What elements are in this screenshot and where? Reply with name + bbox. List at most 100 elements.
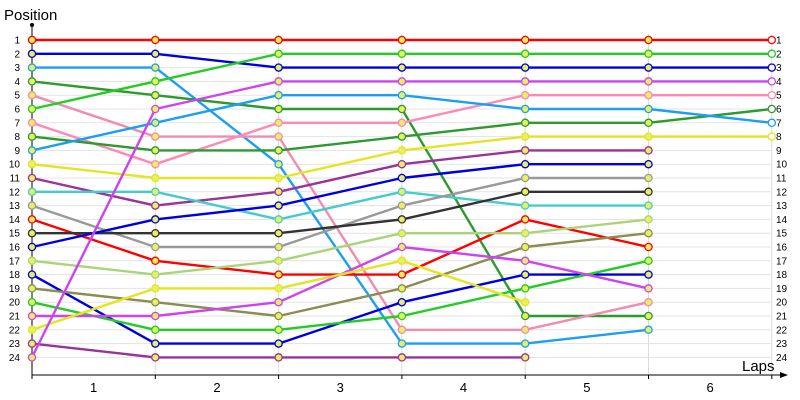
data-point bbox=[274, 228, 283, 238]
data-point bbox=[520, 49, 530, 59]
data-point bbox=[151, 90, 160, 100]
y-tick-label-right: 13 bbox=[776, 201, 788, 212]
data-point bbox=[520, 201, 530, 210]
data-point bbox=[151, 63, 160, 72]
y-tick-label-right: 1 bbox=[776, 36, 782, 47]
x-tick-label: 1 bbox=[90, 380, 97, 395]
data-point bbox=[767, 35, 777, 45]
y-tick-label-left: 9 bbox=[14, 146, 20, 157]
data-point bbox=[520, 256, 530, 266]
data-point bbox=[27, 90, 37, 100]
data-point bbox=[397, 284, 407, 293]
data-point bbox=[27, 63, 37, 72]
y-tick-label-left: 6 bbox=[14, 105, 20, 116]
data-point bbox=[274, 284, 283, 293]
y-axis-arrow-icon bbox=[30, 23, 34, 27]
data-point bbox=[274, 270, 283, 279]
data-point bbox=[27, 201, 37, 210]
data-point bbox=[27, 173, 37, 183]
data-point bbox=[274, 63, 283, 72]
data-point bbox=[151, 297, 160, 307]
data-point bbox=[767, 118, 777, 128]
data-point bbox=[644, 242, 653, 252]
x-tick-label: 2 bbox=[213, 380, 220, 395]
data-point bbox=[397, 173, 407, 183]
data-point bbox=[151, 146, 160, 155]
data-point bbox=[151, 159, 160, 169]
data-point bbox=[644, 325, 653, 335]
y-tick-label-left: 22 bbox=[9, 325, 21, 336]
x-axis-title: Laps bbox=[742, 358, 775, 375]
data-point bbox=[274, 35, 283, 45]
data-point bbox=[520, 187, 530, 197]
data-point bbox=[151, 242, 160, 252]
data-point bbox=[151, 215, 160, 224]
data-point bbox=[274, 118, 283, 128]
data-point bbox=[520, 270, 530, 279]
data-point bbox=[520, 284, 530, 293]
data-point bbox=[767, 132, 777, 141]
y-tick-label-left: 19 bbox=[9, 284, 21, 295]
y-tick-label-right: 4 bbox=[776, 77, 782, 88]
data-point bbox=[520, 90, 530, 100]
data-point bbox=[27, 311, 37, 321]
y-tick-label-left: 2 bbox=[14, 49, 20, 60]
y-tick-label-right: 2 bbox=[776, 49, 782, 60]
y-tick-label-right: 9 bbox=[776, 146, 782, 157]
y-tick-label-right: 7 bbox=[776, 118, 782, 129]
data-point bbox=[274, 242, 283, 252]
data-point bbox=[397, 187, 407, 197]
data-point bbox=[27, 242, 37, 252]
data-point bbox=[397, 339, 407, 348]
data-point bbox=[397, 242, 407, 252]
data-point bbox=[397, 325, 407, 335]
data-point bbox=[274, 339, 283, 348]
y-tick-label-right: 19 bbox=[776, 284, 788, 295]
data-point bbox=[644, 118, 653, 128]
data-point bbox=[274, 311, 283, 321]
data-point bbox=[520, 159, 530, 169]
data-point bbox=[397, 228, 407, 238]
data-point bbox=[767, 90, 777, 100]
y-tick-label-right: 20 bbox=[776, 298, 788, 309]
series-line bbox=[31, 259, 649, 331]
y-tick-label-left: 3 bbox=[14, 63, 20, 74]
data-point bbox=[644, 228, 653, 238]
data-point bbox=[151, 353, 160, 362]
y-tick-label-left: 11 bbox=[10, 174, 21, 185]
series-line bbox=[31, 80, 649, 318]
data-point bbox=[151, 311, 160, 321]
y-tick-label-right: 22 bbox=[776, 325, 788, 336]
data-point bbox=[644, 159, 653, 169]
series-line bbox=[31, 176, 649, 249]
data-point bbox=[27, 187, 37, 197]
series-line bbox=[31, 273, 649, 345]
data-point bbox=[274, 173, 283, 183]
data-point bbox=[397, 297, 407, 307]
y-tick-label-right: 24 bbox=[776, 353, 788, 364]
data-point bbox=[27, 284, 37, 293]
data-point bbox=[644, 77, 653, 86]
y-tick-label-left: 4 bbox=[14, 77, 20, 88]
data-point bbox=[397, 77, 407, 86]
y-tick-label-left: 24 bbox=[9, 353, 21, 364]
data-point bbox=[767, 104, 777, 114]
data-point bbox=[151, 270, 160, 279]
data-point bbox=[151, 201, 160, 210]
data-point bbox=[644, 297, 653, 307]
y-tick-label-left: 21 bbox=[9, 312, 21, 323]
data-point bbox=[27, 77, 37, 86]
x-tick-label: 5 bbox=[583, 380, 590, 395]
data-point bbox=[520, 118, 530, 128]
data-point bbox=[274, 132, 283, 141]
data-point bbox=[397, 159, 407, 169]
y-tick-label-right: 3 bbox=[776, 63, 782, 74]
data-point bbox=[27, 353, 37, 362]
data-point bbox=[520, 297, 530, 307]
y-tick-label-right: 15 bbox=[776, 229, 788, 240]
data-point bbox=[644, 132, 653, 141]
data-point bbox=[520, 228, 530, 238]
data-point bbox=[27, 118, 37, 128]
y-tick-label-left: 13 bbox=[9, 201, 21, 212]
data-point bbox=[274, 297, 283, 307]
